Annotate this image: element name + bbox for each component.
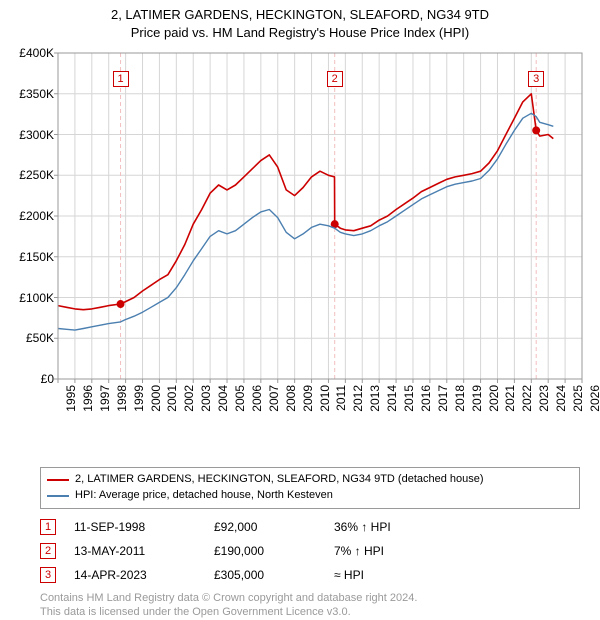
- event-marker-badge: 3: [528, 71, 544, 87]
- x-axis-label: 2006: [248, 385, 264, 412]
- x-axis-label: 2001: [163, 385, 179, 412]
- x-axis-label: 2026: [586, 385, 600, 412]
- attribution-line-2: This data is licensed under the Open Gov…: [40, 605, 580, 619]
- x-axis-label: 2002: [180, 385, 196, 412]
- x-axis-label: 2020: [485, 385, 501, 412]
- event-badge: 2: [40, 543, 56, 559]
- x-axis-label: 2008: [282, 385, 298, 412]
- event-hpi-relation: 36% ↑ HPI: [334, 520, 454, 534]
- x-axis-label: 2009: [299, 385, 315, 412]
- event-price: £190,000: [214, 544, 334, 558]
- y-axis-label: £50K: [26, 331, 58, 345]
- attribution-line-1: Contains HM Land Registry data © Crown c…: [40, 591, 580, 605]
- x-axis-label: 1997: [96, 385, 112, 412]
- y-axis-label: £250K: [19, 168, 58, 182]
- y-axis-label: £300K: [19, 128, 58, 142]
- x-axis-label: 2017: [434, 385, 450, 412]
- x-axis-label: 2023: [535, 385, 551, 412]
- price-chart: £0 £50K £100K £150K £200K £250K £300K £350K £400…: [10, 45, 590, 425]
- legend-row: 2, LATIMER GARDENS, HECKINGTON, SLEAFORD…: [47, 472, 573, 488]
- x-axis-label: 2000: [147, 385, 163, 412]
- x-axis-label: 2013: [366, 385, 382, 412]
- title-line-2: Price paid vs. HM Land Registry's House …: [10, 24, 590, 42]
- y-axis-label: £100K: [19, 291, 58, 305]
- y-axis-label: £350K: [19, 87, 58, 101]
- event-marker-badge: 1: [113, 71, 129, 87]
- x-axis-label: 2024: [552, 385, 568, 412]
- x-axis-label: 2021: [501, 385, 517, 412]
- chart-title-block: 2, LATIMER GARDENS, HECKINGTON, SLEAFORD…: [10, 6, 590, 41]
- event-badge: 1: [40, 519, 56, 535]
- x-axis-label: 2014: [383, 385, 399, 412]
- x-axis-label: 1995: [62, 385, 78, 412]
- x-axis-label: 2010: [316, 385, 332, 412]
- y-axis-label: £400K: [19, 46, 58, 60]
- event-hpi-relation: 7% ↑ HPI: [334, 544, 454, 558]
- event-marker-badge: 2: [327, 71, 343, 87]
- event-row: 3 14-APR-2023£305,000≈ HPI: [40, 563, 580, 587]
- x-axis-label: 2018: [451, 385, 467, 412]
- event-date: 14-APR-2023: [74, 568, 214, 582]
- legend: 2, LATIMER GARDENS, HECKINGTON, SLEAFORD…: [40, 467, 580, 509]
- x-axis-label: 2012: [349, 385, 365, 412]
- legend-label: HPI: Average price, detached house, Nort…: [75, 488, 333, 504]
- y-axis-label: £200K: [19, 209, 58, 223]
- event-price: £92,000: [214, 520, 334, 534]
- x-axis-label: 2022: [518, 385, 534, 412]
- x-axis-label: 2003: [197, 385, 213, 412]
- x-axis-label: 2004: [214, 385, 230, 412]
- x-axis-label: 1998: [113, 385, 129, 412]
- event-badge: 3: [40, 567, 56, 583]
- attribution: Contains HM Land Registry data © Crown c…: [40, 591, 580, 620]
- legend-swatch: [47, 479, 69, 481]
- title-line-1: 2, LATIMER GARDENS, HECKINGTON, SLEAFORD…: [10, 6, 590, 24]
- x-axis-label: 2016: [417, 385, 433, 412]
- x-axis-label: 2025: [569, 385, 585, 412]
- event-row: 1 11-SEP-1998£92,00036% ↑ HPI: [40, 515, 580, 539]
- event-price: £305,000: [214, 568, 334, 582]
- event-date: 13-MAY-2011: [74, 544, 214, 558]
- x-axis-label: 2007: [265, 385, 281, 412]
- legend-label: 2, LATIMER GARDENS, HECKINGTON, SLEAFORD…: [75, 472, 484, 488]
- y-axis-label: £0: [41, 372, 58, 386]
- event-date: 11-SEP-1998: [74, 520, 214, 534]
- x-axis-label: 1996: [79, 385, 95, 412]
- x-axis-label: 2019: [468, 385, 484, 412]
- event-row: 2 13-MAY-2011£190,0007% ↑ HPI: [40, 539, 580, 563]
- x-axis-label: 2015: [400, 385, 416, 412]
- y-axis-label: £150K: [19, 250, 58, 264]
- events-table: 1 11-SEP-1998£92,00036% ↑ HPI 2 13-MAY-2011…: [40, 515, 580, 587]
- x-axis-label: 2011: [332, 385, 348, 411]
- x-axis-label: 2005: [231, 385, 247, 412]
- legend-row: HPI: Average price, detached house, Nort…: [47, 488, 573, 504]
- legend-swatch: [47, 495, 69, 497]
- x-axis-label: 1999: [130, 385, 146, 412]
- event-hpi-relation: ≈ HPI: [334, 568, 454, 582]
